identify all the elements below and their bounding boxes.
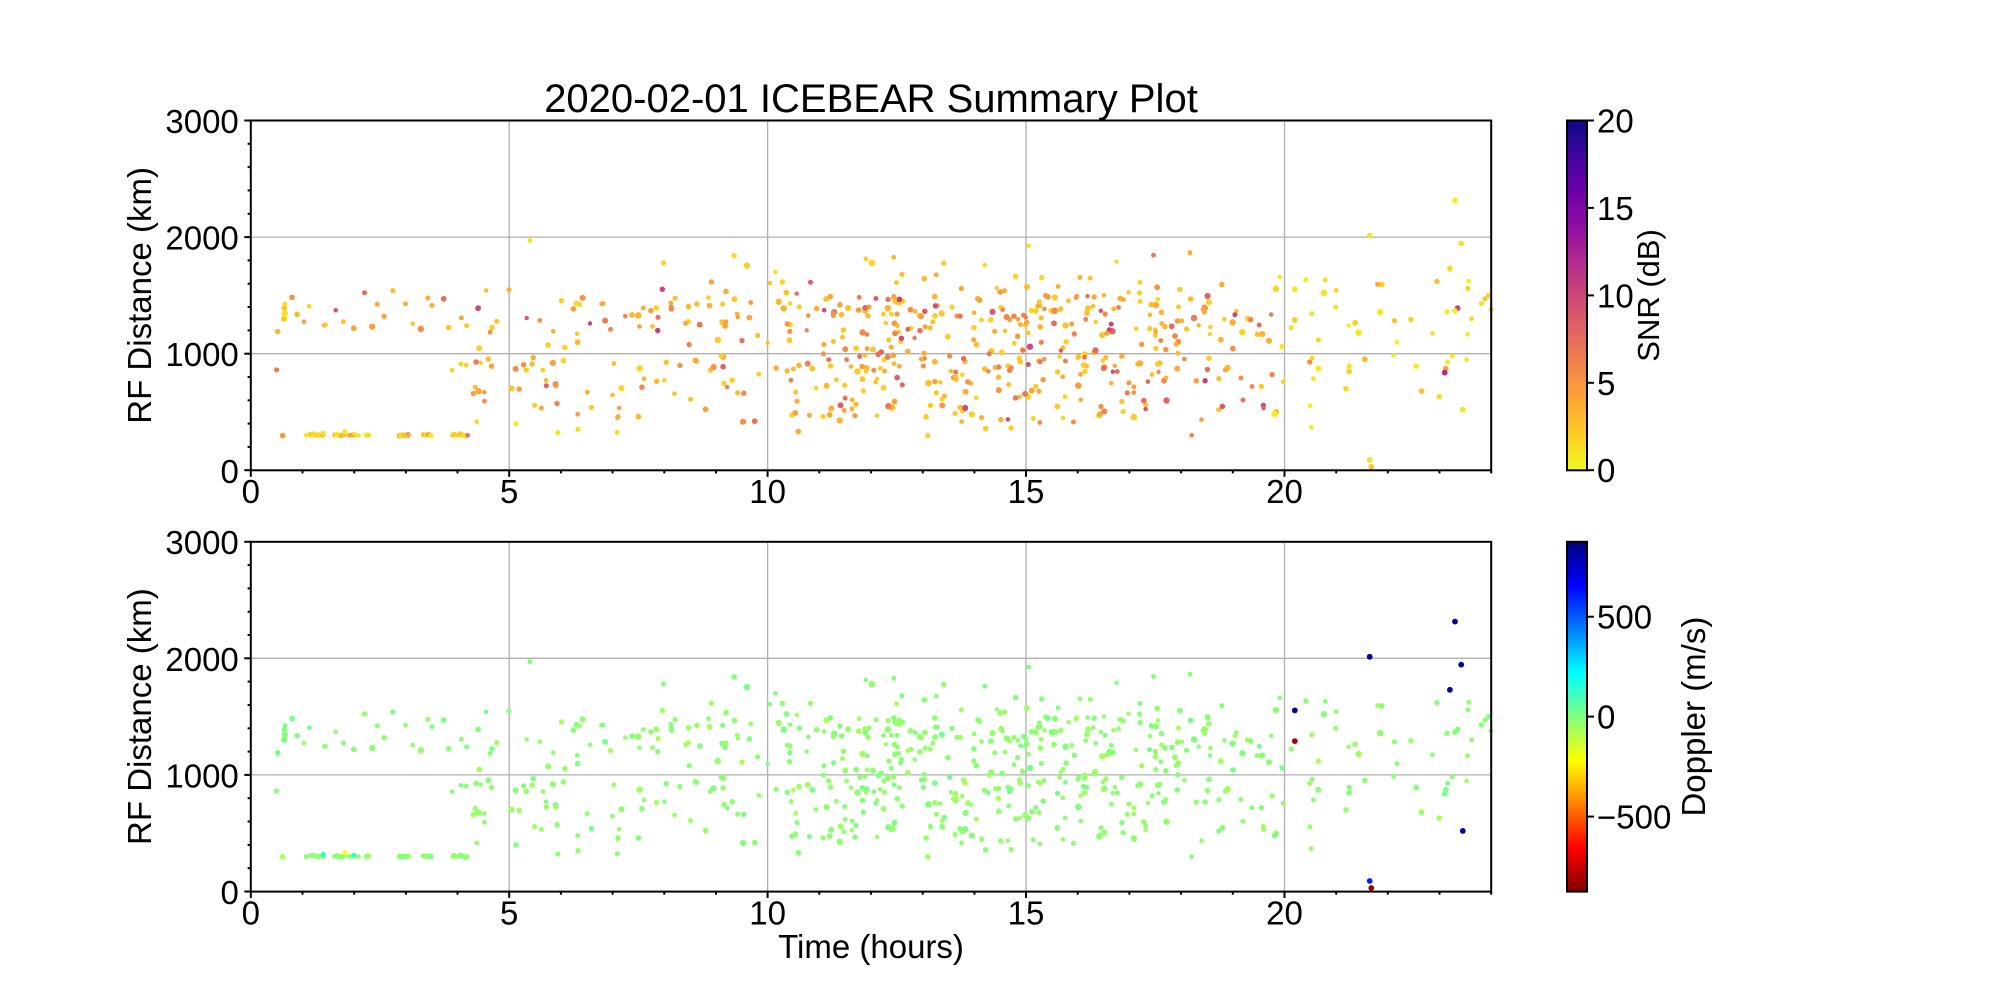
svg-text:5: 5 — [1597, 365, 1615, 402]
svg-text:5: 5 — [500, 473, 518, 510]
svg-text:0: 0 — [220, 874, 238, 911]
svg-text:10: 10 — [749, 473, 786, 510]
svg-text:20: 20 — [1266, 895, 1303, 932]
svg-text:Time (hours): Time (hours) — [778, 928, 964, 965]
svg-text:SNR (dB): SNR (dB) — [1631, 229, 1666, 362]
svg-text:Doppler (m/s): Doppler (m/s) — [1675, 617, 1712, 817]
svg-text:15: 15 — [1597, 190, 1634, 227]
svg-text:0: 0 — [242, 473, 260, 510]
svg-text:20: 20 — [1266, 473, 1303, 510]
svg-text:15: 15 — [1008, 473, 1045, 510]
svg-text:0: 0 — [1597, 699, 1615, 736]
svg-text:5: 5 — [500, 895, 518, 932]
svg-text:0: 0 — [1597, 452, 1615, 489]
svg-text:2000: 2000 — [165, 220, 238, 257]
svg-text:2020-02-01 ICEBEAR Summary Plo: 2020-02-01 ICEBEAR Summary Plot — [544, 77, 1198, 121]
svg-text:RF Distance (km): RF Distance (km) — [121, 588, 158, 845]
svg-text:1000: 1000 — [165, 757, 238, 794]
svg-text:10: 10 — [1597, 277, 1634, 314]
svg-text:1000: 1000 — [165, 336, 238, 373]
svg-text:RF Distance (km): RF Distance (km) — [121, 167, 158, 424]
svg-text:15: 15 — [1008, 895, 1045, 932]
svg-text:0: 0 — [242, 895, 260, 932]
svg-text:500: 500 — [1597, 599, 1652, 636]
svg-text:−500: −500 — [1597, 799, 1671, 836]
svg-text:3000: 3000 — [165, 103, 238, 140]
svg-text:2000: 2000 — [165, 641, 238, 678]
svg-text:3000: 3000 — [165, 524, 238, 561]
svg-text:20: 20 — [1597, 103, 1634, 140]
svg-text:10: 10 — [749, 895, 786, 932]
svg-text:0: 0 — [220, 453, 238, 490]
